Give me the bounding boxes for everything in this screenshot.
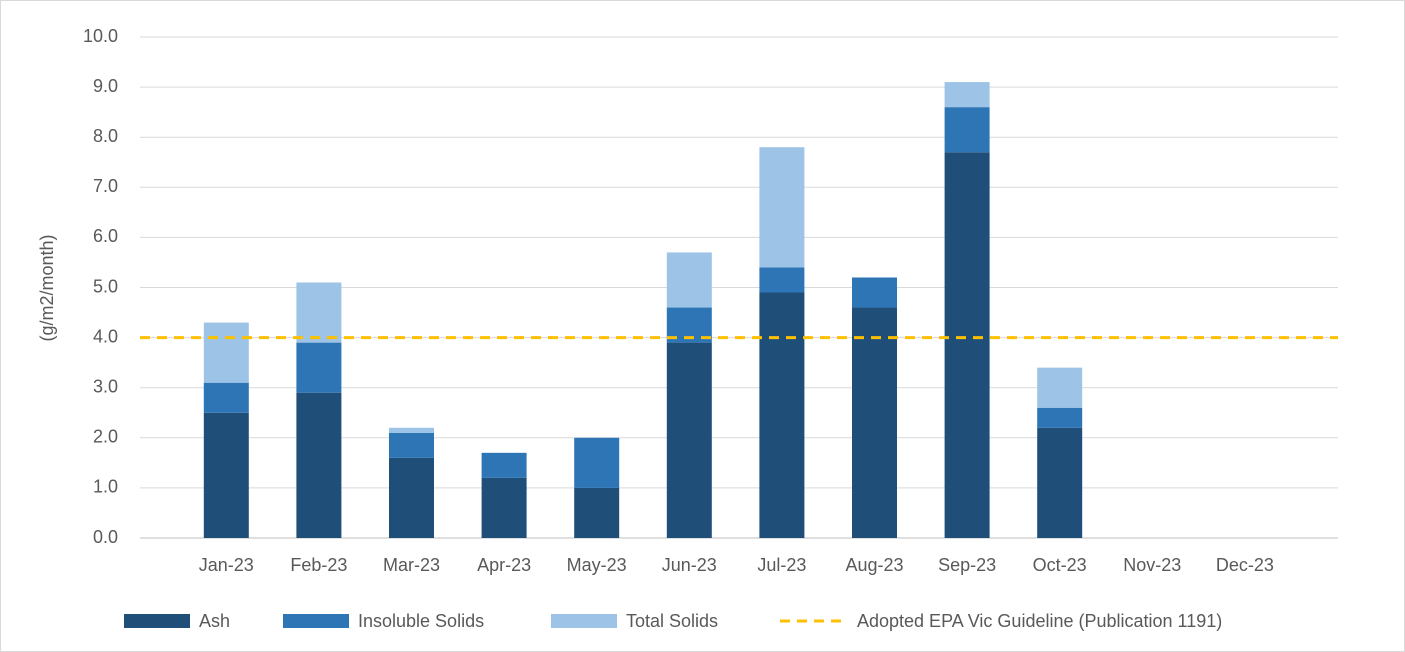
x-tick-label: Jul-23 [757,555,806,575]
x-tick-label: Jun-23 [662,555,717,575]
bar-segment [481,477,527,538]
y-tick-label: 10.0 [83,26,118,46]
legend-swatch [283,614,349,628]
legend-label: Adopted EPA Vic Guideline (Publication 1… [857,611,1222,631]
x-tick-label: Sep-23 [938,555,996,575]
y-axis-title: (g/m2/month) [37,234,57,341]
bar-segment [944,152,990,539]
bar-segment [389,427,434,433]
x-tick-label: May-23 [567,555,627,575]
bar-segment [296,392,342,538]
bar-segment [759,267,805,293]
bar-segment [759,147,805,268]
y-tick-label: 0.0 [93,527,118,547]
bar-segment [852,277,897,308]
bar-segment [481,452,527,478]
bar-segment [574,437,620,488]
x-tick-label: Nov-23 [1123,555,1181,575]
bar-segment [203,412,249,538]
bar-segment [389,432,434,458]
x-tick-label: Oct-23 [1033,555,1087,575]
bar-segment [759,292,805,538]
x-tick-label: Aug-23 [845,555,903,575]
y-tick-label: 2.0 [93,427,118,447]
y-tick-label: 6.0 [93,226,118,246]
y-tick-label: 8.0 [93,126,118,146]
bar-segment [203,382,249,413]
x-tick-label: Jan-23 [199,555,254,575]
bar-segment [666,342,712,538]
bar-segment [1037,427,1083,538]
y-tick-label: 7.0 [93,176,118,196]
y-tick-label: 9.0 [93,76,118,96]
y-tick-label: 5.0 [93,276,118,296]
x-tick-label: Dec-23 [1216,555,1274,575]
bar-segment [389,457,434,538]
bar-segment [1037,407,1083,428]
legend-swatch [124,614,190,628]
legend-label: Ash [199,611,230,631]
bar-segment [852,307,897,538]
legend-swatch [551,614,617,628]
x-tick-label: Mar-23 [383,555,440,575]
bar-segment [1037,367,1083,408]
x-tick-label: Feb-23 [290,555,347,575]
legend-label: Insoluble Solids [358,611,484,631]
bar-segment [574,487,620,538]
bar-segment [203,322,249,383]
legend-label: Total Solids [626,611,718,631]
y-tick-label: 3.0 [93,376,118,396]
bar-segment [944,107,990,153]
x-tick-label: Apr-23 [477,555,531,575]
y-tick-label: 1.0 [93,477,118,497]
bar-segment [944,82,990,108]
bar-segment [296,282,342,343]
y-tick-label: 4.0 [93,326,118,346]
bar-segment [666,252,712,308]
bar-segment [296,342,342,393]
